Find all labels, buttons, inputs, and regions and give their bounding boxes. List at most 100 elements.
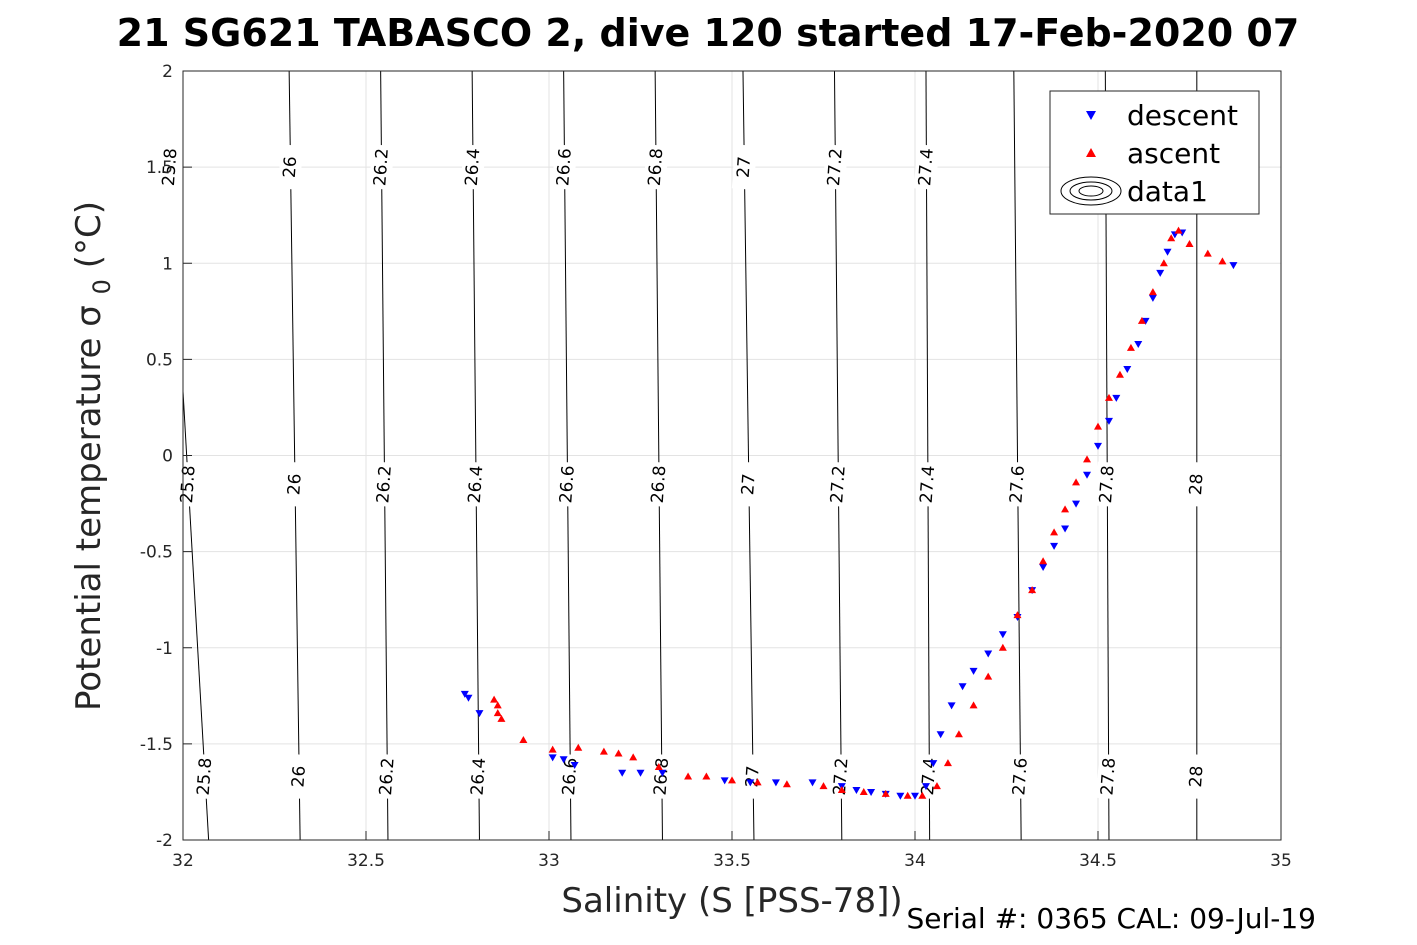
legend-data1-label: data1: [1127, 175, 1208, 208]
contour-label: 27.6: [1009, 757, 1032, 796]
contour-label-gap: [915, 461, 941, 508]
contour-label: 25.8: [177, 465, 200, 504]
contour-label: 26.6: [559, 757, 582, 796]
contour-label-gap: [466, 753, 492, 800]
contour-label-gap: [731, 144, 757, 190]
contour-lines: [183, 71, 1198, 840]
data-point-descent: [720, 777, 729, 785]
data-point-ascent: [574, 743, 583, 751]
contour-label-gap: [286, 753, 312, 800]
y-tick-label: -1.5: [140, 735, 173, 755]
x-tick-label: 35: [1270, 851, 1292, 871]
contour-label: 26.6: [553, 148, 576, 187]
contour-label-gap: [552, 144, 578, 190]
contour-label: 27.6: [1006, 465, 1029, 504]
y-tick-label: 0.5: [146, 350, 173, 370]
contour-label: 27: [738, 473, 759, 496]
data-point-ascent: [519, 736, 528, 744]
data-point-descent: [1083, 471, 1092, 479]
contour-label: 27.8: [1097, 757, 1120, 796]
data-point-ascent: [753, 778, 762, 786]
contour-label: 26.4: [468, 757, 491, 796]
data-point-ascent: [1061, 505, 1070, 513]
contour-label: 27.2: [824, 148, 847, 187]
y-tick-label: 0: [162, 447, 173, 467]
data-point-descent: [1148, 294, 1157, 302]
contour-label: 27.4: [915, 148, 938, 187]
data-point-ascent: [728, 776, 736, 784]
y-tick-label: 1.5: [146, 158, 173, 178]
data-point-ascent: [1218, 257, 1227, 265]
y-axis-label: Potential temperature σ 0 (°C): [69, 201, 119, 711]
data-point-ascent: [1115, 370, 1124, 378]
y-tick-label: 1: [162, 254, 173, 274]
data-point-ascent: [684, 772, 693, 780]
data-point-descent: [947, 702, 956, 710]
data-point-ascent: [1094, 422, 1102, 430]
y-axis-label-sub: 0: [88, 279, 116, 294]
contour-label: 28: [1186, 473, 1207, 496]
data-point-descent: [896, 792, 905, 800]
sigma-contours: 25.8 26 26.2 26.4 26.6 26.8 27 27.2 27.4 28 25.8 26…: [157, 71, 1210, 840]
contour-label: 27.2: [827, 465, 850, 504]
sigma-contour-line: [563, 71, 572, 840]
data-point-descent: [1134, 340, 1143, 348]
data-point-descent: [984, 650, 993, 658]
data-point-descent: [746, 779, 755, 787]
data-point-descent: [998, 631, 1007, 639]
data-point-ascent: [614, 749, 623, 757]
data-point-descent: [460, 690, 469, 698]
contour-label: 28: [1186, 765, 1207, 788]
sigma-contour-line: [1013, 71, 1022, 840]
sigma-contour-line: [654, 71, 663, 840]
contour-label-gap: [1094, 461, 1120, 508]
data-point-ascent: [1050, 528, 1059, 536]
contour-label-gap: [282, 461, 308, 508]
data-point-descent: [921, 783, 930, 791]
sigma-contour-line: [925, 71, 931, 840]
data-point-descent: [771, 779, 780, 787]
contour-label-gap: [646, 461, 672, 508]
contour-label: 26.8: [648, 465, 671, 504]
data-point-descent: [969, 667, 978, 675]
data-point-ascent: [998, 643, 1007, 651]
data-point-ascent: [1185, 240, 1194, 248]
contour-label-gap: [828, 753, 854, 800]
data-point-descent: [808, 779, 817, 787]
contour-label-gap: [1096, 753, 1122, 800]
data-point-ascent: [1072, 478, 1081, 486]
x-tick-label: 34: [904, 851, 926, 871]
data-point-descent: [867, 788, 876, 796]
data-point-ascent: [1167, 234, 1176, 242]
contour-label-gap: [736, 461, 762, 508]
contour-label-gap: [460, 144, 486, 190]
contour-label: 25.8: [194, 757, 217, 796]
legend-descent-label: descent: [1127, 99, 1238, 132]
contour-label-gap: [372, 461, 398, 508]
data-point-descent: [636, 769, 645, 777]
data-point-descent: [658, 769, 667, 777]
y-tick-label: -2: [156, 831, 173, 851]
data-point-ascent: [629, 753, 638, 761]
y-tick-label: 2: [162, 62, 173, 82]
contour-label-gap: [369, 144, 395, 190]
sigma-contour-line: [833, 71, 843, 840]
contour-label-gap: [740, 753, 766, 800]
contour-label: 26.2: [376, 757, 399, 796]
data-point-ascent: [782, 780, 791, 788]
contour-label-gap: [374, 753, 400, 800]
data-point-descent: [1061, 525, 1070, 533]
contour-label-gap: [157, 144, 183, 190]
contour-label-gap: [649, 753, 675, 800]
data-point-descent: [911, 792, 919, 800]
data-point-descent: [618, 769, 627, 777]
contour-label: 26: [280, 156, 301, 179]
y-axis-label-unit: (°C): [69, 201, 109, 268]
contour-label: 26: [288, 765, 309, 788]
serial-cal-footer: Serial #: 0365 CAL: 09-Jul-19: [906, 902, 1316, 935]
x-axis-label: Salinity (S [PSS-78]): [561, 881, 902, 921]
contour-label-gap: [175, 461, 201, 508]
x-tick-label: 34.5: [1079, 851, 1117, 871]
contour-label-gap: [822, 144, 848, 190]
data-point-descent: [929, 760, 938, 768]
